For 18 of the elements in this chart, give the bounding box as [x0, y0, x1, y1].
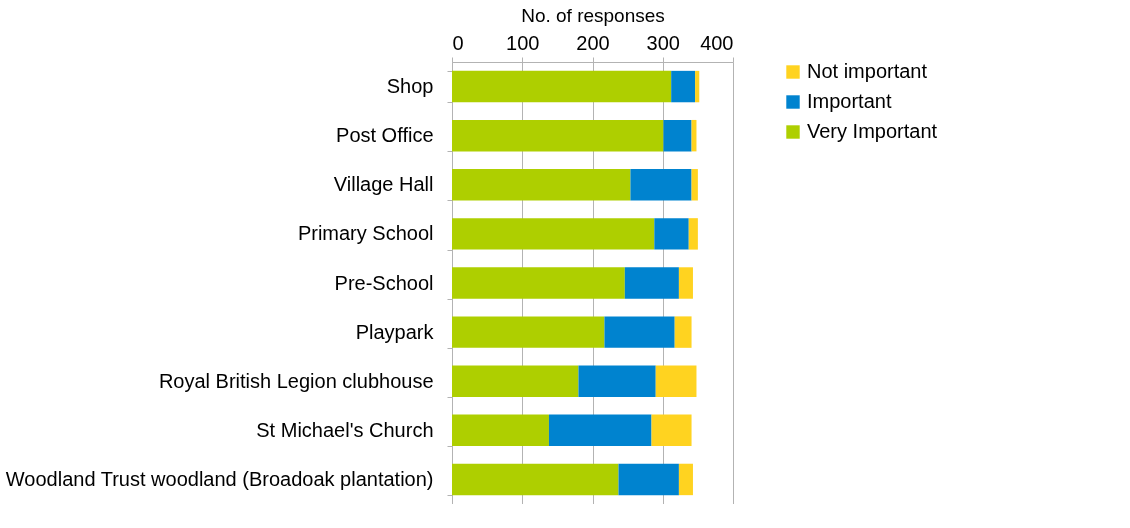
x-tick-label: 400 [700, 31, 734, 54]
y-tick-label: St Michael's Church [256, 418, 434, 441]
y-tick-label: Primary School [297, 222, 434, 245]
x-axis-title: No. of responses [521, 4, 665, 26]
y-tick-label: Woodland Trust woodland (Broadoak plantation) [5, 467, 434, 490]
x-tick-label: 100 [506, 31, 540, 54]
y-tick-label: Village Hall [333, 173, 434, 196]
x-tick-label: 300 [646, 31, 680, 54]
y-tick-label: Playpark [355, 320, 435, 343]
y-tick-label: Pre-School [334, 271, 434, 294]
y-tick-label: Shop [386, 75, 434, 98]
x-tick-label: 200 [576, 31, 610, 54]
legend-label: Not important [807, 60, 928, 82]
x-tick-label: 0 [452, 31, 464, 54]
legend-label: Important [807, 90, 892, 112]
y-tick-label: Post Office [336, 124, 434, 147]
y-tick-label: Royal British Legion clubhouse [158, 369, 434, 392]
legend-label: Very Important [807, 120, 938, 142]
